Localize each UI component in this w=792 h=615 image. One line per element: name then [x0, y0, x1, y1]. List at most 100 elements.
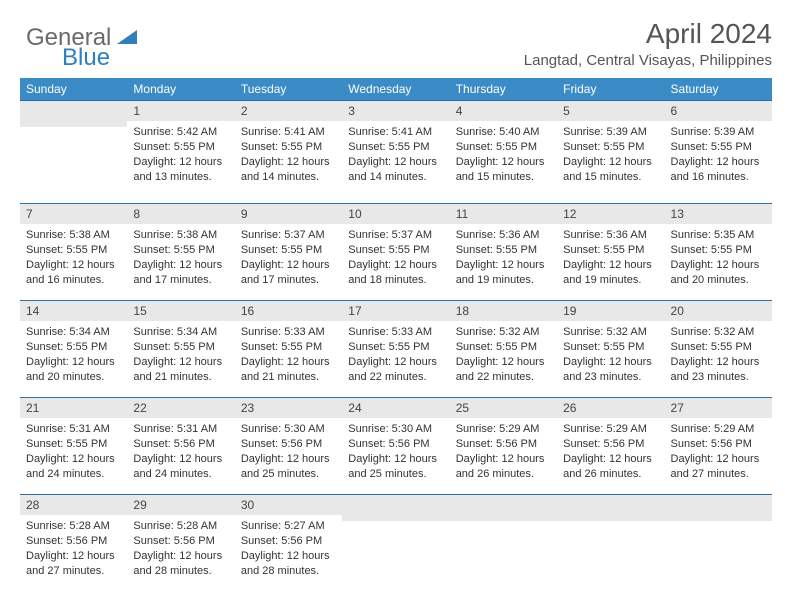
- sunset-text: Sunset: 5:55 PM: [241, 140, 336, 155]
- day-body: Sunrise: 5:31 AMSunset: 5:56 PMDaylight:…: [127, 418, 234, 494]
- calendar-cell: 2Sunrise: 5:41 AMSunset: 5:55 PMDaylight…: [235, 101, 342, 204]
- day-body: Sunrise: 5:41 AMSunset: 5:55 PMDaylight:…: [235, 121, 342, 197]
- day-number: 11: [450, 204, 557, 224]
- daylight-text: Daylight: 12 hours: [456, 452, 551, 467]
- day-number: 9: [235, 204, 342, 224]
- day-number: 1: [127, 101, 234, 121]
- sunset-text: Sunset: 5:56 PM: [26, 534, 121, 549]
- calendar-cell: 1Sunrise: 5:42 AMSunset: 5:55 PMDaylight…: [127, 101, 234, 204]
- calendar-cell: 12Sunrise: 5:36 AMSunset: 5:55 PMDayligh…: [557, 204, 664, 301]
- daylight-text: and 14 minutes.: [348, 170, 443, 185]
- day-body: Sunrise: 5:36 AMSunset: 5:55 PMDaylight:…: [557, 224, 664, 300]
- day-body: Sunrise: 5:30 AMSunset: 5:56 PMDaylight:…: [235, 418, 342, 494]
- sunrise-text: Sunrise: 5:38 AM: [133, 228, 228, 243]
- sunset-text: Sunset: 5:56 PM: [348, 437, 443, 452]
- sunrise-text: Sunrise: 5:29 AM: [456, 422, 551, 437]
- day-body: Sunrise: 5:29 AMSunset: 5:56 PMDaylight:…: [665, 418, 772, 494]
- calendar-cell: 7Sunrise: 5:38 AMSunset: 5:55 PMDaylight…: [20, 204, 127, 301]
- daylight-text: and 17 minutes.: [241, 273, 336, 288]
- daylight-text: and 20 minutes.: [671, 273, 766, 288]
- day-body: Sunrise: 5:28 AMSunset: 5:56 PMDaylight:…: [20, 515, 127, 591]
- daylight-text: and 19 minutes.: [563, 273, 658, 288]
- daylight-text: and 27 minutes.: [671, 467, 766, 482]
- day-number: 16: [235, 301, 342, 321]
- sunset-text: Sunset: 5:55 PM: [671, 243, 766, 258]
- daylight-text: and 14 minutes.: [241, 170, 336, 185]
- day-number: 17: [342, 301, 449, 321]
- sunrise-text: Sunrise: 5:42 AM: [133, 125, 228, 140]
- sunrise-text: Sunrise: 5:37 AM: [241, 228, 336, 243]
- daylight-text: and 27 minutes.: [26, 564, 121, 579]
- calendar-cell: 8Sunrise: 5:38 AMSunset: 5:55 PMDaylight…: [127, 204, 234, 301]
- calendar-body: 1Sunrise: 5:42 AMSunset: 5:55 PMDaylight…: [20, 101, 772, 598]
- day-body: Sunrise: 5:34 AMSunset: 5:55 PMDaylight:…: [127, 321, 234, 397]
- day-body: [20, 127, 127, 203]
- daylight-text: and 21 minutes.: [133, 370, 228, 385]
- calendar-cell: 21Sunrise: 5:31 AMSunset: 5:55 PMDayligh…: [20, 398, 127, 495]
- daylight-text: and 22 minutes.: [456, 370, 551, 385]
- sunset-text: Sunset: 5:55 PM: [26, 340, 121, 355]
- day-number: [557, 495, 664, 521]
- weekday-header: Friday: [557, 78, 664, 101]
- sunrise-text: Sunrise: 5:32 AM: [671, 325, 766, 340]
- day-number: 3: [342, 101, 449, 121]
- sunrise-text: Sunrise: 5:41 AM: [241, 125, 336, 140]
- day-body: Sunrise: 5:32 AMSunset: 5:55 PMDaylight:…: [557, 321, 664, 397]
- calendar-cell: [342, 495, 449, 598]
- calendar-cell: 30Sunrise: 5:27 AMSunset: 5:56 PMDayligh…: [235, 495, 342, 598]
- daylight-text: and 18 minutes.: [348, 273, 443, 288]
- day-body: Sunrise: 5:28 AMSunset: 5:56 PMDaylight:…: [127, 515, 234, 591]
- day-number: 5: [557, 101, 664, 121]
- sunset-text: Sunset: 5:55 PM: [563, 140, 658, 155]
- day-body: Sunrise: 5:27 AMSunset: 5:56 PMDaylight:…: [235, 515, 342, 591]
- daylight-text: Daylight: 12 hours: [671, 355, 766, 370]
- daylight-text: Daylight: 12 hours: [26, 549, 121, 564]
- weekday-header: Thursday: [450, 78, 557, 101]
- calendar-cell: 17Sunrise: 5:33 AMSunset: 5:55 PMDayligh…: [342, 301, 449, 398]
- daylight-text: and 26 minutes.: [456, 467, 551, 482]
- day-body: Sunrise: 5:37 AMSunset: 5:55 PMDaylight:…: [235, 224, 342, 300]
- calendar-cell: 29Sunrise: 5:28 AMSunset: 5:56 PMDayligh…: [127, 495, 234, 598]
- day-body: Sunrise: 5:42 AMSunset: 5:55 PMDaylight:…: [127, 121, 234, 197]
- daylight-text: and 25 minutes.: [348, 467, 443, 482]
- day-body: Sunrise: 5:38 AMSunset: 5:55 PMDaylight:…: [127, 224, 234, 300]
- calendar-cell: 4Sunrise: 5:40 AMSunset: 5:55 PMDaylight…: [450, 101, 557, 204]
- calendar-cell: 18Sunrise: 5:32 AMSunset: 5:55 PMDayligh…: [450, 301, 557, 398]
- sunset-text: Sunset: 5:55 PM: [133, 140, 228, 155]
- sunset-text: Sunset: 5:56 PM: [456, 437, 551, 452]
- weekday-header: Tuesday: [235, 78, 342, 101]
- daylight-text: Daylight: 12 hours: [133, 155, 228, 170]
- daylight-text: and 28 minutes.: [241, 564, 336, 579]
- sunrise-text: Sunrise: 5:29 AM: [563, 422, 658, 437]
- daylight-text: Daylight: 12 hours: [241, 549, 336, 564]
- sunrise-text: Sunrise: 5:29 AM: [671, 422, 766, 437]
- day-number: 20: [665, 301, 772, 321]
- logo: General Blue: [26, 24, 139, 72]
- sunset-text: Sunset: 5:55 PM: [456, 243, 551, 258]
- day-number: 29: [127, 495, 234, 515]
- sunrise-text: Sunrise: 5:36 AM: [456, 228, 551, 243]
- sunrise-text: Sunrise: 5:28 AM: [26, 519, 121, 534]
- page-subtitle: Langtad, Central Visayas, Philippines: [524, 52, 772, 69]
- sunset-text: Sunset: 5:55 PM: [241, 340, 336, 355]
- logo-text-b: Blue: [62, 44, 139, 72]
- sunset-text: Sunset: 5:56 PM: [133, 437, 228, 452]
- calendar-cell: 24Sunrise: 5:30 AMSunset: 5:56 PMDayligh…: [342, 398, 449, 495]
- daylight-text: Daylight: 12 hours: [563, 258, 658, 273]
- calendar-cell: [20, 101, 127, 204]
- sunset-text: Sunset: 5:55 PM: [348, 243, 443, 258]
- day-body: Sunrise: 5:37 AMSunset: 5:55 PMDaylight:…: [342, 224, 449, 300]
- sunset-text: Sunset: 5:55 PM: [133, 243, 228, 258]
- day-body: Sunrise: 5:39 AMSunset: 5:55 PMDaylight:…: [557, 121, 664, 197]
- sunset-text: Sunset: 5:55 PM: [133, 340, 228, 355]
- weekday-header: Saturday: [665, 78, 772, 101]
- sunrise-text: Sunrise: 5:33 AM: [241, 325, 336, 340]
- daylight-text: Daylight: 12 hours: [456, 155, 551, 170]
- daylight-text: and 15 minutes.: [456, 170, 551, 185]
- day-body: Sunrise: 5:41 AMSunset: 5:55 PMDaylight:…: [342, 121, 449, 197]
- calendar-cell: [665, 495, 772, 598]
- sunrise-text: Sunrise: 5:34 AM: [26, 325, 121, 340]
- daylight-text: and 17 minutes.: [133, 273, 228, 288]
- calendar-week-row: 1Sunrise: 5:42 AMSunset: 5:55 PMDaylight…: [20, 101, 772, 204]
- calendar-cell: 20Sunrise: 5:32 AMSunset: 5:55 PMDayligh…: [665, 301, 772, 398]
